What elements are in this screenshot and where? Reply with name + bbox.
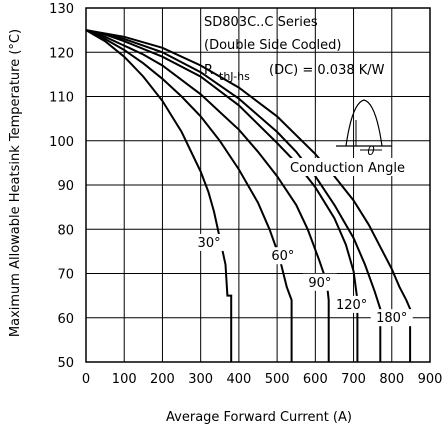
x-tick-label: 300 — [188, 372, 213, 387]
series-label: 120° — [336, 298, 367, 313]
series-label: 60° — [271, 249, 294, 264]
series-label-bg — [192, 233, 227, 251]
conduction-angle-glyph: θ Conduction Angle — [288, 99, 412, 176]
y-tick-label: 110 — [49, 91, 74, 106]
series-label-bg — [330, 295, 373, 313]
series-label-bg — [302, 273, 337, 291]
rth-value: (DC) = 0.038 K/W — [269, 63, 385, 78]
curve-30deg — [85, 29, 233, 362]
curve-60deg — [85, 29, 293, 362]
x-axis-title: Average Forward Current (A) — [166, 410, 352, 425]
x-tick-label: 800 — [379, 372, 404, 387]
series-label: 180° — [376, 311, 407, 326]
y-tick-label: 50 — [57, 356, 74, 371]
y-tick-label: 100 — [49, 135, 74, 150]
rth-prefix: R — [204, 63, 213, 78]
x-tick-label: 100 — [112, 372, 137, 387]
conduction-angle-label: Conduction Angle — [290, 161, 405, 176]
series-label: 30° — [198, 236, 221, 251]
y-tick-label: 120 — [49, 46, 74, 61]
y-axis-ticks: 50 60 70 80 90 100 110 120 130 — [49, 2, 74, 371]
curves — [85, 29, 412, 362]
curve-dc — [85, 29, 412, 362]
series-name-line1: SD803C..C Series — [204, 15, 318, 30]
y-tick-label: 70 — [57, 268, 74, 283]
x-tick-label: 400 — [226, 372, 251, 387]
y-axis-title: Maximum Allowable Heatsink Temperature (… — [8, 29, 23, 337]
x-tick-label: 700 — [341, 372, 366, 387]
series-labels: 30° 60° 90° 120° 180° — [192, 233, 413, 327]
grid — [85, 7, 431, 363]
conduction-symbol: θ — [367, 144, 375, 158]
rth-subscript: thJ-hs — [219, 70, 250, 83]
x-tick-label: 900 — [418, 372, 443, 387]
curve-120deg — [85, 29, 359, 362]
x-tick-label: 500 — [265, 372, 290, 387]
x-axis-ticks: 0 100 200 300 400 500 600 700 800 900 — [82, 372, 443, 387]
x-tick-label: 0 — [82, 372, 90, 387]
y-tick-label: 90 — [57, 179, 74, 194]
x-tick-label: 200 — [150, 372, 175, 387]
y-tick-label: 60 — [57, 312, 74, 327]
series-annotation: SD803C..C Series (Double Side Cooled) R … — [204, 15, 385, 83]
series-label: 90° — [308, 276, 331, 291]
series-label-bg — [265, 247, 300, 265]
series-name-line2: (Double Side Cooled) — [204, 38, 341, 53]
x-tick-label: 600 — [303, 372, 328, 387]
y-tick-label: 80 — [57, 223, 74, 238]
series-label-bg — [370, 309, 413, 327]
y-tick-label: 130 — [49, 2, 74, 17]
